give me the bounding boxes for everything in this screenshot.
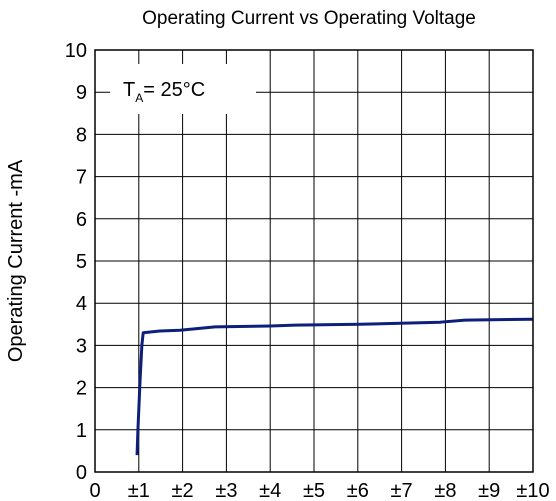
data-line bbox=[135, 317, 534, 456]
y-tick-label: 2 bbox=[76, 378, 87, 400]
x-tick-label: ±1 bbox=[128, 480, 150, 501]
x-tick-label: ±5 bbox=[303, 480, 325, 501]
y-tick-label: 5 bbox=[76, 251, 87, 273]
annotation-sub: A bbox=[135, 91, 143, 105]
annotation-box bbox=[110, 64, 256, 114]
x-tick-label: ±10 bbox=[516, 480, 549, 501]
x-tick-label: ±2 bbox=[172, 480, 194, 501]
y-tick-label: 10 bbox=[65, 40, 87, 62]
annotation: TA= 25°C bbox=[123, 79, 205, 105]
ticks: 0 1 2 3 4 5 6 7 8 9 10 0 ±1 ±2 ±3 ±4 ±5 ±6 ±7 ±8 ±9 ±10 bbox=[65, 40, 550, 501]
lines bbox=[135, 317, 534, 456]
x-tick-label: ±7 bbox=[391, 480, 413, 501]
y-tick-label: 3 bbox=[76, 335, 87, 357]
plot-frame bbox=[94, 49, 534, 473]
y-tick-label: 8 bbox=[76, 124, 87, 146]
y-tick-label: 6 bbox=[76, 209, 87, 231]
y-tick-label: 9 bbox=[76, 82, 87, 104]
x-tick-label: ±9 bbox=[478, 480, 500, 501]
x-tick-label: ±8 bbox=[434, 480, 456, 501]
y-tick-label: 1 bbox=[76, 420, 87, 442]
x-tick-label: 0 bbox=[89, 480, 100, 501]
annotation-main: T bbox=[123, 79, 135, 101]
x-tick-label: ±3 bbox=[215, 480, 237, 501]
y-tick-label: 0 bbox=[76, 462, 87, 484]
x-tick-label: ±6 bbox=[347, 480, 369, 501]
y-axis-label: Operating Current -mA bbox=[5, 159, 27, 362]
annotation-rest: = 25°C bbox=[143, 79, 205, 101]
y-tick-label: 7 bbox=[76, 167, 87, 189]
chart-title: Operating Current vs Operating Voltage bbox=[142, 8, 476, 29]
x-tick-label: ±4 bbox=[259, 480, 281, 501]
y-tick-label: 4 bbox=[76, 293, 87, 315]
